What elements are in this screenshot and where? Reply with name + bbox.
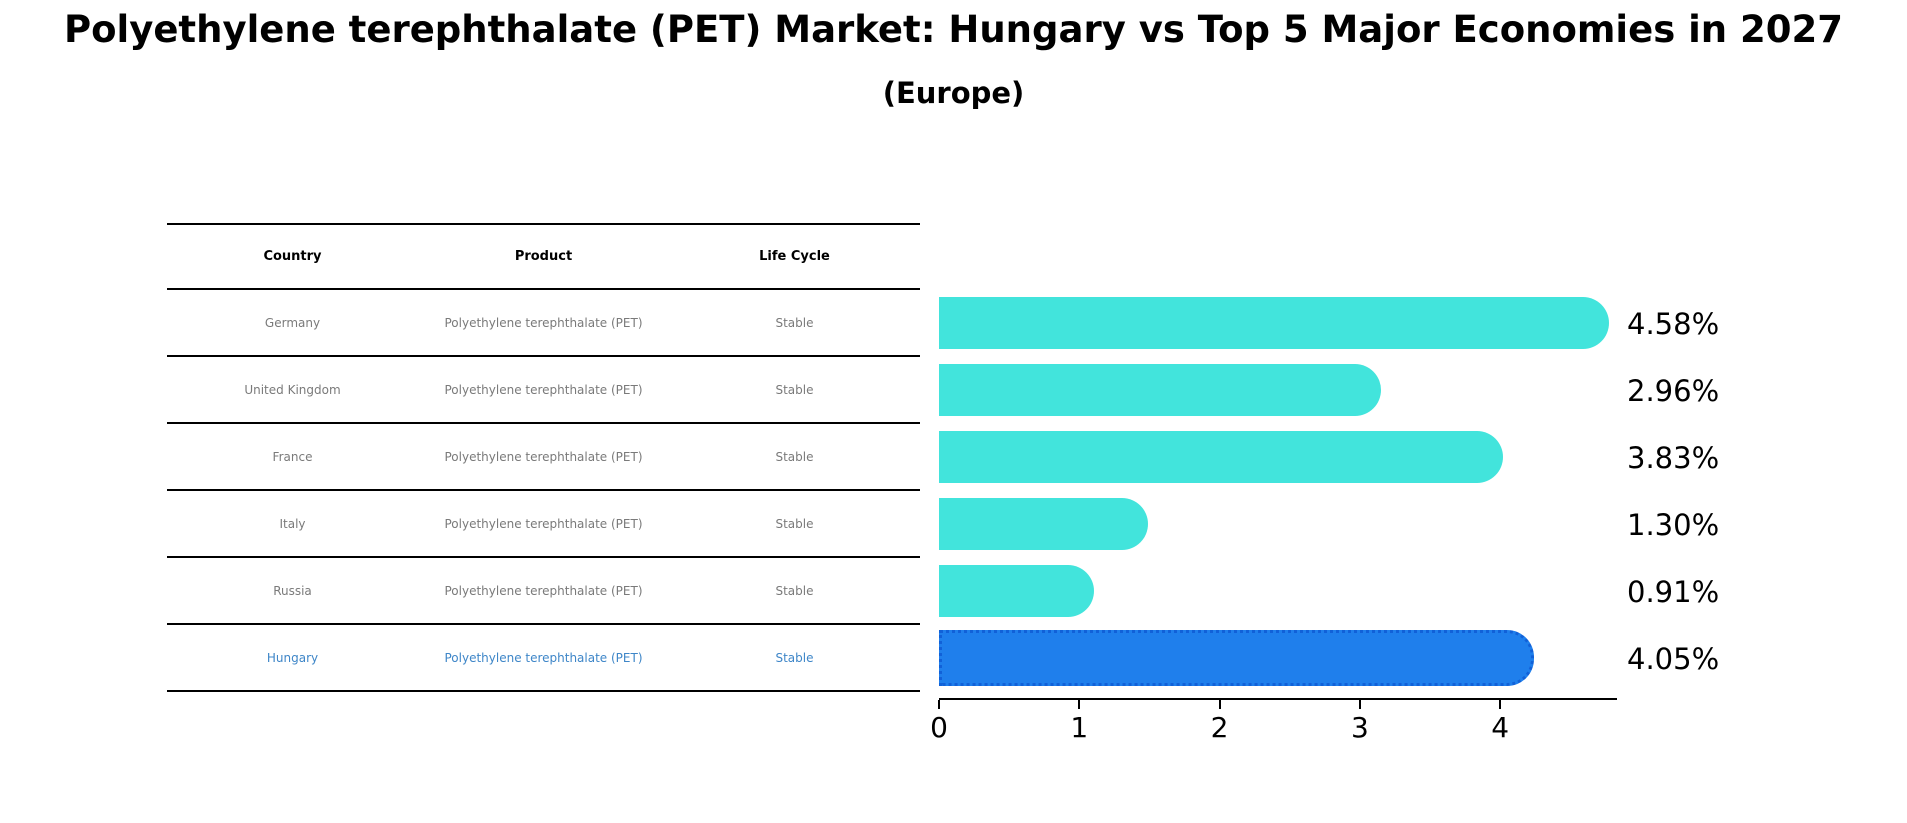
cell-product: Polyethylene terephthalate (PET)	[444, 315, 643, 330]
bar	[939, 498, 1149, 550]
page-title: Polyethylene terephthalate (PET) Market:…	[64, 8, 1843, 51]
cell-product: Polyethylene terephthalate (PET)	[444, 382, 643, 397]
cell-life-cycle: Stable	[775, 449, 814, 464]
table-row-united-kingdom: United Kingdom Polyethylene terephthalat…	[167, 357, 920, 424]
tick-label: 4	[1491, 711, 1510, 744]
x-axis-line	[939, 698, 1617, 700]
table-header-product: Product	[514, 249, 573, 264]
table-row-russia: Russia Polyethylene terephthalate (PET) …	[167, 558, 920, 625]
cell-life-cycle: Stable	[775, 382, 814, 397]
cell-country: France	[272, 449, 313, 464]
bar-row-germany: 4.58%	[939, 290, 1869, 357]
bar-value-label: 4.58%	[1627, 306, 1720, 341]
bar	[939, 431, 1504, 483]
bar-chart: 4.58% 2.96% 3.83% 1.30% 0.91% 4.05% 0 1 …	[930, 290, 1869, 770]
cell-product: Polyethylene terephthalate (PET)	[444, 449, 643, 464]
bar-row-united-kingdom: 2.96%	[939, 357, 1869, 424]
table-row-germany: Germany Polyethylene terephthalate (PET)…	[167, 290, 920, 357]
bar	[939, 297, 1609, 349]
table-row-italy: Italy Polyethylene terephthalate (PET) S…	[167, 491, 920, 558]
tick-label: 3	[1350, 711, 1369, 744]
bar	[939, 364, 1382, 416]
bar-row-italy: 1.30%	[939, 491, 1869, 558]
table-row-hungary: Hungary Polyethylene terephthalate (PET)…	[167, 625, 920, 692]
bar-row-france: 3.83%	[939, 424, 1869, 491]
cell-country: United Kingdom	[244, 382, 341, 397]
cell-product: Polyethylene terephthalate (PET)	[444, 650, 643, 665]
table-header-row: Country Product Life Cycle	[167, 223, 920, 290]
cell-country: Hungary	[266, 650, 319, 665]
cell-product: Polyethylene terephthalate (PET)	[444, 516, 643, 531]
bar-row-russia: 0.91%	[939, 558, 1869, 625]
bar-value-label: 4.05%	[1627, 641, 1720, 676]
table-header-life-cycle: Life Cycle	[759, 249, 830, 264]
cell-life-cycle: Stable	[775, 583, 814, 598]
tick-mark	[1499, 700, 1502, 709]
tick-mark	[938, 700, 940, 709]
cell-life-cycle: Stable	[775, 315, 814, 330]
table-row-france: France Polyethylene terephthalate (PET) …	[167, 424, 920, 491]
tick-mark	[1358, 700, 1361, 709]
tick-label: 0	[930, 711, 948, 744]
bar-value-label: 1.30%	[1627, 507, 1720, 542]
tick-label: 1	[1070, 711, 1089, 744]
bar-value-label: 0.91%	[1627, 574, 1720, 609]
bar	[939, 630, 1535, 686]
cell-life-cycle: Stable	[775, 516, 814, 531]
page-subtitle: (Europe)	[882, 76, 1025, 110]
cell-country: Germany	[264, 315, 321, 330]
country-info-table: Country Product Life Cycle Germany Polye…	[167, 223, 920, 692]
bar-value-label: 2.96%	[1627, 373, 1720, 408]
bar	[939, 565, 1094, 617]
tick-label: 2	[1210, 711, 1229, 744]
bar-row-hungary: 4.05%	[939, 625, 1869, 692]
cell-country: Russia	[273, 583, 312, 598]
bar-value-label: 3.83%	[1627, 440, 1720, 475]
tick-mark	[1218, 700, 1221, 709]
table-header-country: Country	[263, 249, 322, 264]
cell-life-cycle: Stable	[775, 650, 814, 665]
cell-product: Polyethylene terephthalate (PET)	[444, 583, 643, 598]
cell-country: Italy	[279, 516, 306, 531]
tick-mark	[1078, 700, 1081, 709]
